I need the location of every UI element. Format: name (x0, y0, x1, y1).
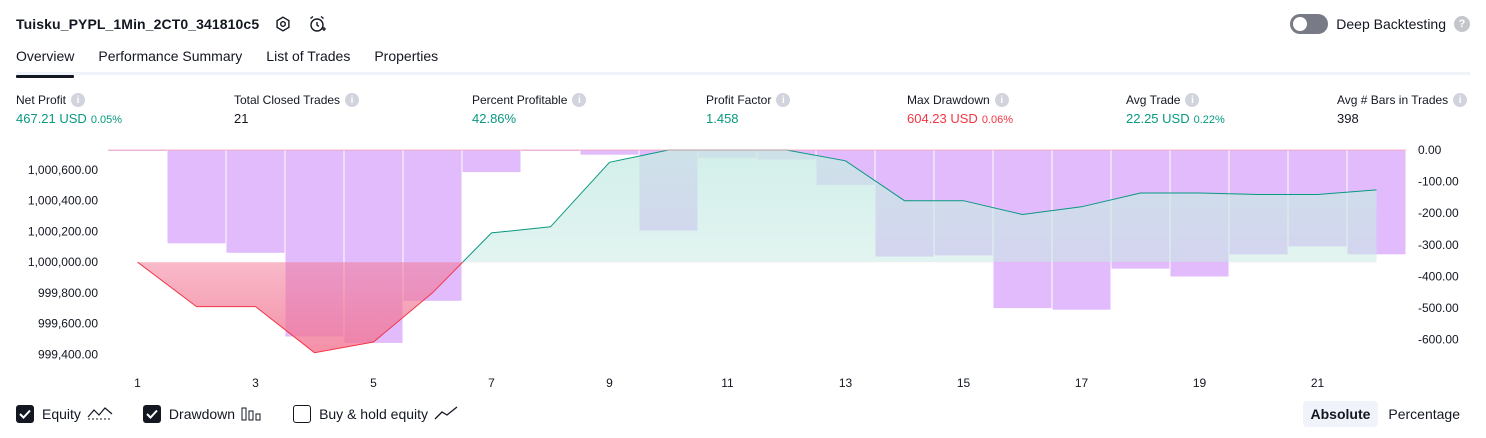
tab-list-of-trades[interactable]: List of Trades (266, 48, 351, 64)
equity-line-below (137, 262, 464, 354)
tab-properties[interactable]: Properties (374, 48, 439, 64)
metric-value: 467.21 USD (16, 111, 87, 126)
info-icon[interactable]: i (71, 93, 86, 107)
metric-value: 42.86% (472, 111, 517, 126)
help-icon[interactable]: ? (1454, 16, 1470, 32)
legend-label: Drawdown (168, 406, 236, 422)
metric-avg-trade: Avg Trade i 22.25 USD 0.22% (1126, 93, 1225, 126)
deep-backtesting-label: Deep Backtesting (1336, 16, 1446, 32)
x-axis-tick-label: 21 (1311, 376, 1325, 390)
metric-max-drawdown: Max Drawdown i 604.23 USD 0.06% (907, 93, 1013, 126)
metric-net-profit: Net Profit i 467.21 USD 0.05% (16, 93, 122, 126)
header: Tuisku_PYPL_1Min_2CT0_341810c5 (16, 12, 327, 36)
metric-avg-bars-in-trades: Avg # Bars in Trades i 398 (1337, 93, 1468, 126)
x-axis-tick-label: 13 (839, 376, 853, 390)
metric-value: 398 (1337, 111, 1359, 126)
x-axis-tick-label: 15 (957, 376, 971, 390)
right-axis-tick-label: -300.00 (1418, 238, 1459, 252)
info-icon[interactable]: i (994, 93, 1009, 107)
equity-line-icon (87, 405, 113, 424)
metric-label: Avg # Bars in Trades (1337, 93, 1449, 107)
buy-hold-line-icon (434, 405, 458, 424)
metric-profit-factor: Profit Factor i 1.458 (706, 93, 791, 126)
info-icon[interactable]: i (776, 93, 791, 107)
legend-drawdown[interactable]: Drawdown (142, 405, 263, 424)
info-icon[interactable]: i (1185, 93, 1200, 107)
drawdown-bar (462, 150, 521, 173)
info-icon[interactable]: i (1453, 93, 1468, 107)
metric-percent-profitable: Percent Profitable i 42.86% (472, 93, 587, 126)
tab-bar: Overview Performance Summary List of Tra… (16, 45, 1470, 78)
tab-performance-summary[interactable]: Performance Summary (98, 48, 243, 64)
x-axis-tick-label: 19 (1193, 376, 1207, 390)
x-axis-tick-label: 11 (721, 376, 734, 390)
drawdown-bar (167, 150, 226, 244)
deep-backtesting-control: Deep Backtesting ? (1290, 12, 1470, 36)
strategy-title: Tuisku_PYPL_1Min_2CT0_341810c5 (16, 16, 260, 32)
metric-sub: 0.22% (1193, 114, 1225, 126)
toggle-knob (1293, 17, 1308, 31)
drawdown-bar (580, 150, 639, 155)
right-axis-tick-label: 0.00 (1418, 143, 1442, 157)
checkbox-drawdown[interactable] (142, 405, 161, 423)
x-axis-tick-label: 5 (370, 376, 377, 390)
view-mode-switch: Absolute Percentage (1301, 401, 1469, 427)
x-axis-tick-label: 7 (488, 376, 495, 390)
x-axis-tick-label: 3 (252, 376, 259, 390)
legend-label: Buy & hold equity (319, 406, 429, 422)
chart-legend: Equity Drawdown Buy & hold equity (16, 403, 488, 425)
right-axis-tick-label: -100.00 (1418, 175, 1459, 189)
left-axis-tick-label: 1,000,400.00 (28, 194, 98, 208)
drawdown-bar (108, 150, 167, 151)
drawdown-bar (521, 150, 580, 151)
legend-buy-hold-equity[interactable]: Buy & hold equity (293, 405, 458, 424)
legend-label: Equity (42, 406, 81, 422)
checkbox-buy-hold-equity[interactable] (293, 405, 312, 423)
metric-value: 21 (234, 111, 249, 126)
settings-icon[interactable] (273, 14, 293, 34)
drawdown-bars-icon (241, 405, 263, 424)
right-axis-tick-label: -500.00 (1418, 301, 1459, 315)
equity-area-above (137, 150, 1377, 263)
alarm-add-icon[interactable] (307, 14, 327, 34)
percentage-button[interactable]: Percentage (1388, 406, 1460, 422)
left-axis-tick-label: 999,600.00 (38, 317, 98, 331)
right-axis-tick-label: -600.00 (1418, 333, 1459, 347)
equity-area-below (137, 262, 463, 353)
metric-value: 22.25 USD (1126, 111, 1190, 126)
info-icon[interactable]: i (572, 93, 587, 107)
right-axis-tick-label: -200.00 (1418, 206, 1459, 220)
deep-backtesting-toggle[interactable] (1290, 14, 1329, 34)
metric-label: Avg Trade (1126, 93, 1181, 107)
drawdown-bar (226, 150, 285, 253)
right-axis-tick-label: -400.00 (1418, 270, 1459, 284)
metric-label: Net Profit (16, 93, 67, 107)
metric-label: Percent Profitable (472, 93, 568, 107)
checkbox-equity[interactable] (16, 405, 34, 423)
metric-total-closed-trades: Total Closed Trades i 21 (234, 93, 360, 126)
metric-label: Max Drawdown (907, 93, 990, 107)
info-icon[interactable]: i (345, 93, 360, 107)
left-axis-tick-label: 1,000,600.00 (28, 163, 98, 177)
legend-equity[interactable]: Equity (16, 405, 113, 424)
metric-value: 1.458 (706, 111, 739, 126)
metric-sub: 0.06% (981, 114, 1014, 126)
absolute-button[interactable]: Absolute (1302, 401, 1379, 427)
x-axis-tick-label: 1 (134, 376, 141, 390)
left-axis-tick-label: 999,400.00 (38, 347, 98, 361)
tab-overview[interactable]: Overview (16, 45, 75, 78)
left-axis-tick-label: 999,800.00 (38, 286, 98, 300)
x-axis-tick-label: 9 (606, 376, 613, 390)
metric-sub: 0.05% (90, 114, 123, 126)
left-axis-tick-label: 1,000,200.00 (28, 224, 98, 238)
metrics-row: Net Profit i 467.21 USD 0.05% Total Closed… (0, 93, 1486, 133)
equity-drawdown-chart[interactable]: 1,000,600.00 1,000,400.00 1,000,200.00 1,00… (0, 140, 1486, 400)
metric-label: Total Closed Trades (234, 93, 341, 107)
left-axis-tick-label: 1,000,000.00 (28, 255, 98, 269)
metric-value: 604.23 USD (907, 111, 978, 126)
metric-label: Profit Factor (706, 93, 772, 107)
x-axis-tick-label: 17 (1075, 376, 1089, 390)
